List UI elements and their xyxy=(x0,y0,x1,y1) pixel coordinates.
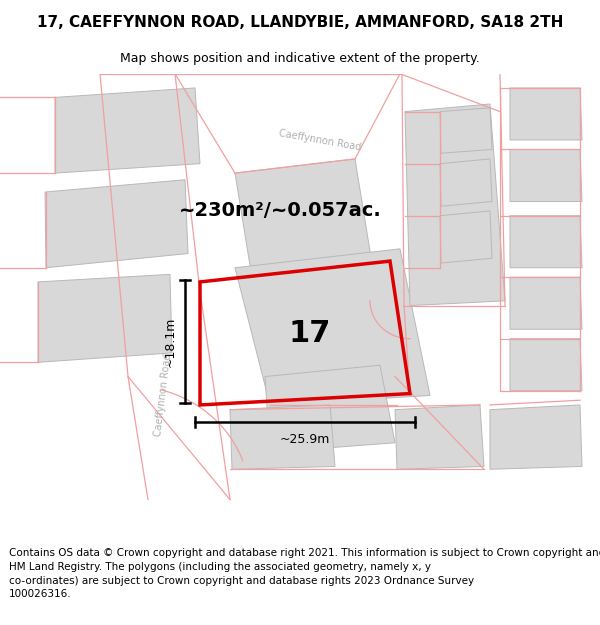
Text: Caeffynnon Road: Caeffynnon Road xyxy=(153,354,173,437)
Polygon shape xyxy=(405,104,505,306)
Polygon shape xyxy=(45,180,188,268)
Polygon shape xyxy=(440,211,492,263)
Polygon shape xyxy=(510,278,582,329)
Text: Contains OS data © Crown copyright and database right 2021. This information is : Contains OS data © Crown copyright and d… xyxy=(9,548,600,599)
Polygon shape xyxy=(510,88,582,140)
Polygon shape xyxy=(235,159,375,296)
Polygon shape xyxy=(490,405,582,469)
Polygon shape xyxy=(395,405,484,469)
Text: Caeffynnon Road: Caeffynnon Road xyxy=(278,128,362,152)
Text: ~230m²/~0.057ac.: ~230m²/~0.057ac. xyxy=(179,201,382,221)
Polygon shape xyxy=(38,274,172,362)
Text: Map shows position and indicative extent of the property.: Map shows position and indicative extent… xyxy=(120,52,480,64)
Polygon shape xyxy=(440,108,492,153)
Text: ~25.9m: ~25.9m xyxy=(280,433,330,446)
Polygon shape xyxy=(510,149,582,201)
Polygon shape xyxy=(440,159,492,206)
Text: ~18.1m: ~18.1m xyxy=(164,316,177,367)
Text: 17, CAEFFYNNON ROAD, LLANDYBIE, AMMANFORD, SA18 2TH: 17, CAEFFYNNON ROAD, LLANDYBIE, AMMANFOR… xyxy=(37,15,563,30)
Polygon shape xyxy=(230,405,335,469)
Polygon shape xyxy=(510,339,582,391)
Polygon shape xyxy=(55,88,200,173)
Text: 17: 17 xyxy=(289,319,331,349)
Polygon shape xyxy=(510,216,582,268)
Polygon shape xyxy=(265,365,395,452)
Polygon shape xyxy=(235,249,430,405)
